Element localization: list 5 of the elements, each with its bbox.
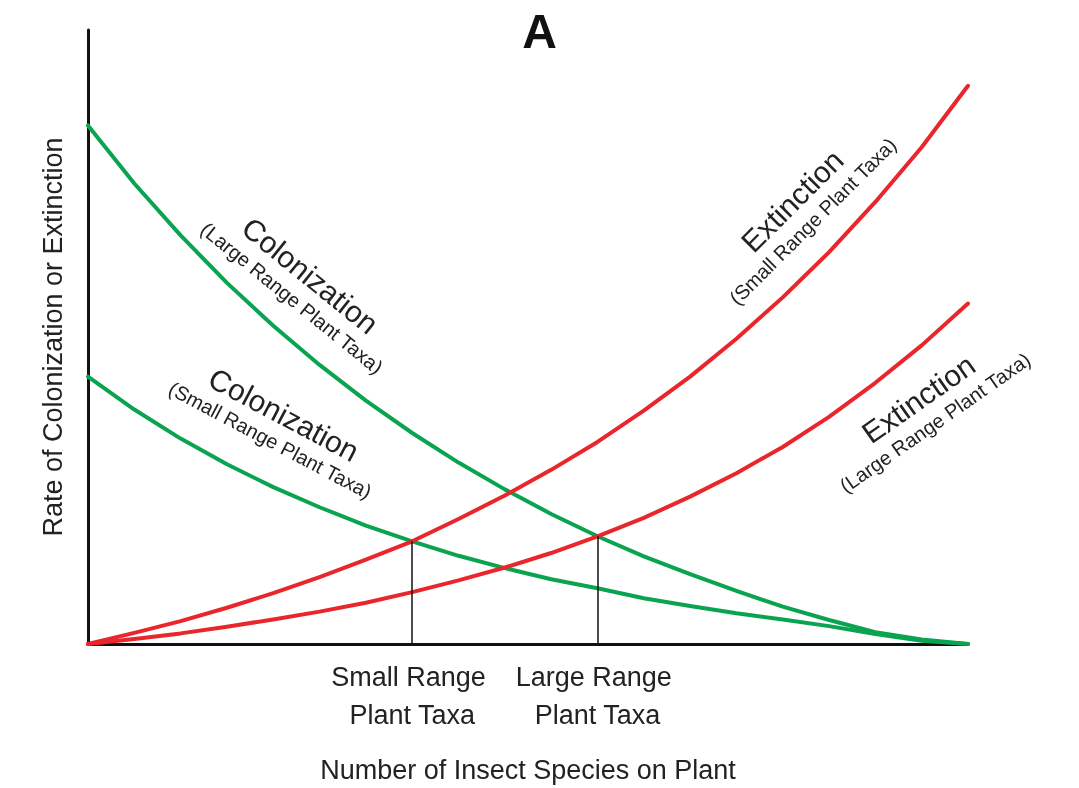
x-tick-label: Large Range Plant Taxa	[515, 662, 680, 730]
x-tick-label: Small Range Plant Taxa	[331, 662, 494, 730]
x-axis-title: Number of Insect Species on Plant	[320, 754, 737, 785]
y-axis-title: Rate of Colonization or Extinction	[37, 137, 68, 537]
chart-title: A	[522, 4, 557, 58]
